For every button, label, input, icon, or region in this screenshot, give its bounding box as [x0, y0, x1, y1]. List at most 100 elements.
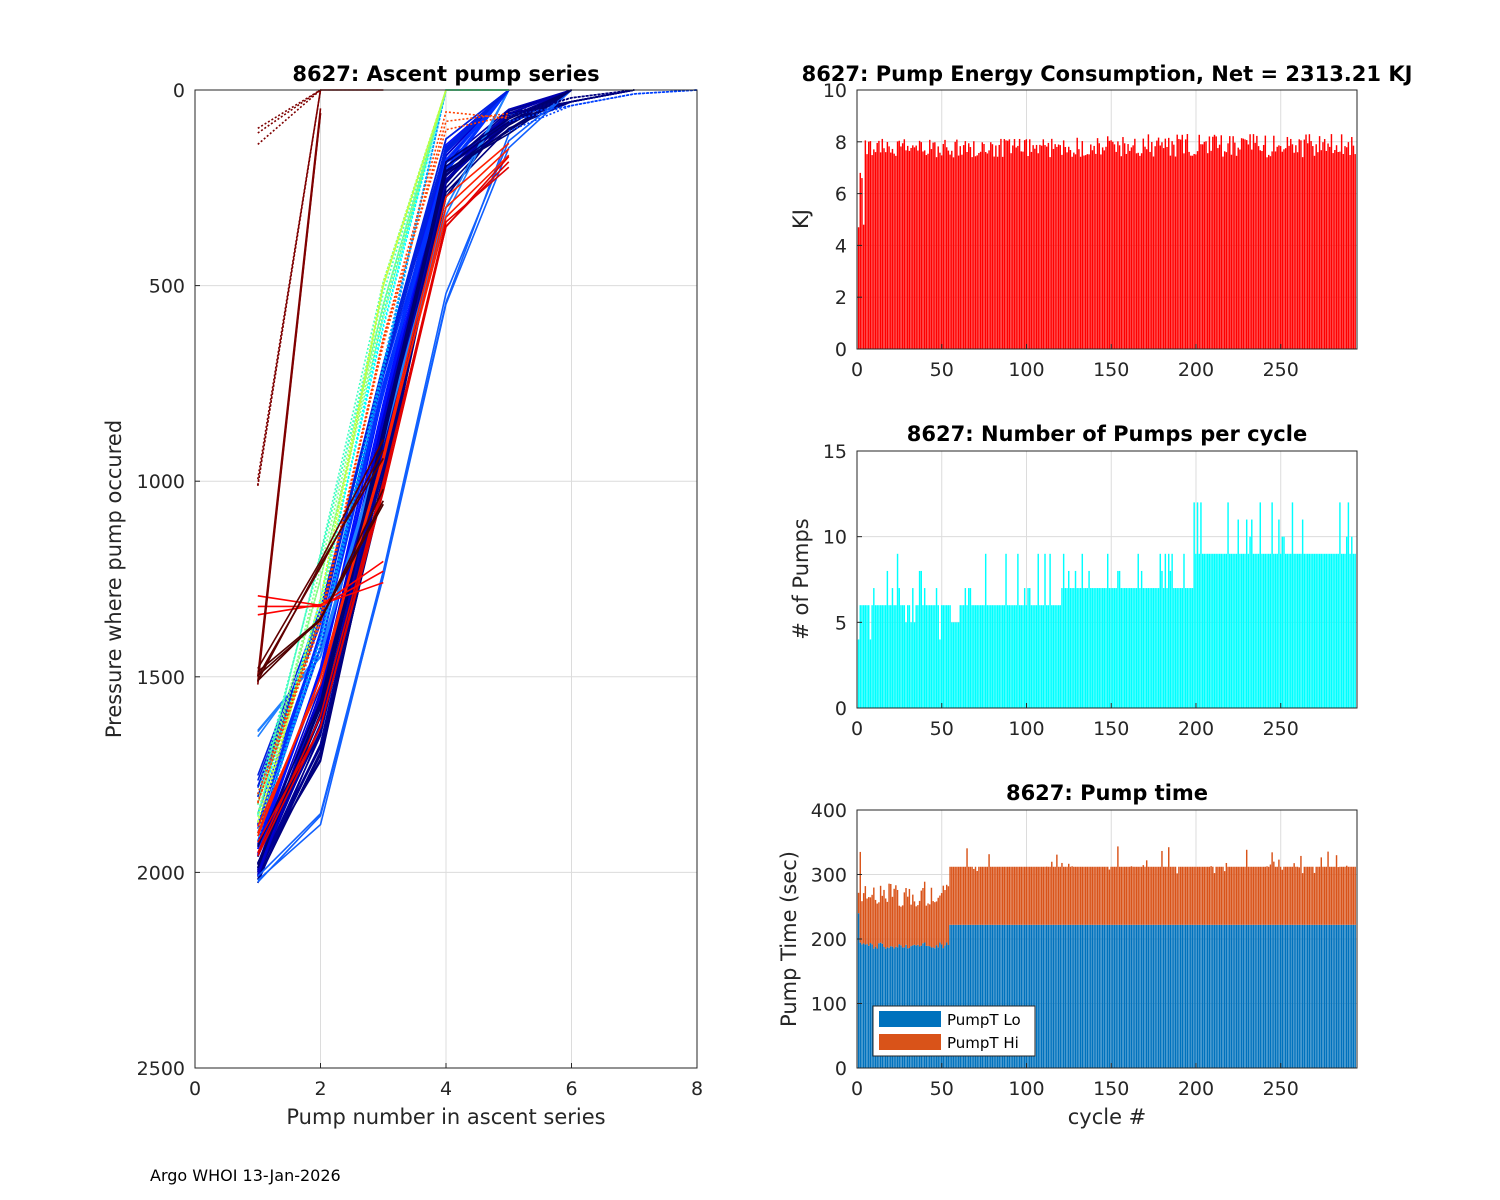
pumps-bar [971, 605, 973, 708]
pumps-bar [927, 605, 929, 708]
pumps-bar [1030, 605, 1033, 708]
energy-bar [1327, 143, 1329, 349]
pumpt-lo-bar [1217, 924, 1219, 1068]
pumpt-lo-bar [1342, 924, 1345, 1068]
pumps-bar [981, 605, 984, 708]
pumps-bar [1103, 588, 1106, 708]
pumpt-hi-bar [1274, 866, 1277, 925]
pumpt-hi-bar [990, 866, 992, 925]
pumpt-lo-bar [1276, 924, 1278, 1068]
pumpt-hi-bar [1264, 866, 1267, 925]
pumpt-lo-bar [996, 924, 999, 1068]
energy-bar [1117, 141, 1119, 349]
pumpt-lo-bar [1045, 924, 1048, 1068]
energy-bar [1262, 144, 1265, 349]
x-tick-label: 250 [1263, 1078, 1299, 1100]
energy-bar [1010, 153, 1012, 349]
pumpt-hi-bar [1286, 866, 1289, 925]
pumpt-lo-bar [1295, 924, 1297, 1068]
pumpt-lo-bar [983, 924, 985, 1068]
energy-bar [903, 139, 906, 349]
energy-bar [1018, 138, 1021, 349]
pumps-bar [908, 605, 911, 708]
energy-bar [1235, 155, 1238, 349]
pumpt-lo-bar [949, 924, 951, 1068]
pumpt-hi-bar [1061, 862, 1063, 925]
energy-bar [979, 151, 982, 349]
pumpt-lo-bar [1273, 924, 1275, 1068]
pumps-bar [1098, 588, 1100, 708]
pumpt-hi-bar [1320, 857, 1322, 925]
pumps-bar [1220, 553, 1222, 708]
pumpt-lo-bar [1210, 924, 1212, 1068]
energy-bar [1108, 140, 1111, 349]
pumpt-lo-bar [923, 942, 926, 1068]
pumpt-hi-bar [1139, 866, 1141, 925]
energy-bar [1188, 151, 1190, 349]
pumps-bar [961, 605, 963, 708]
pumpt-hi-bar [1335, 855, 1338, 925]
pumpt-hi-bar [1108, 869, 1111, 925]
energy-bar [1139, 155, 1141, 349]
y-tick-label: 0 [835, 698, 847, 720]
pumpt-lo-bar [1062, 924, 1065, 1068]
legend-swatch-pumpt-hi [879, 1034, 941, 1050]
energy-bar [883, 148, 885, 349]
pumps-bar [1296, 553, 1299, 708]
pumpt-hi-bar [1327, 851, 1329, 925]
energy-bar [1071, 156, 1073, 349]
energy-title: 8627: Pump Energy Consumption, Net = 231… [802, 62, 1413, 86]
pumpt-hi-bar [1088, 866, 1090, 925]
pumpt-lo-bar [1035, 924, 1038, 1068]
energy-bar [1181, 134, 1184, 349]
pumps-bar [1332, 553, 1334, 708]
pumpt-hi-bar [878, 902, 880, 944]
pumpt-lo-bar [1112, 924, 1114, 1068]
pumpt-lo-bar [1029, 924, 1031, 1068]
energy-bar [940, 155, 943, 349]
pumpt-lo-bar [1339, 924, 1341, 1068]
energy-bar [912, 145, 914, 349]
energy-bar [1223, 151, 1226, 349]
pumps-bar [1154, 588, 1156, 708]
energy-bar [1164, 138, 1167, 349]
pumpt-hi-bar [1169, 866, 1172, 925]
pumpt-lo-bar [1084, 924, 1087, 1068]
pumpt-lo-bar [1329, 924, 1331, 1068]
pumpt-hi-bar [903, 892, 906, 948]
energy-bar [1130, 147, 1133, 349]
pumpt-lo-bar [862, 943, 865, 1068]
energy-bar [1042, 139, 1045, 349]
pumps-bar [1349, 553, 1351, 708]
pumps-bar [888, 605, 890, 708]
pumpt-hi-bar [1022, 866, 1024, 925]
pumpt-lo-bar [1030, 924, 1033, 1068]
pumpt-hi-bar [1183, 866, 1185, 925]
pumpt-hi-bar [912, 894, 914, 946]
pumps-bar [1256, 553, 1258, 708]
pumpt-hi-bar [1266, 866, 1268, 925]
pumpt-hi-bar [993, 866, 995, 925]
pumpt-hi-bar [1227, 866, 1229, 925]
pumps-bar [1300, 553, 1302, 708]
pumps-bar [1047, 605, 1050, 708]
pumps-bar [968, 588, 970, 708]
pumps-bar [1217, 553, 1219, 708]
energy-bar [884, 152, 887, 349]
energy-bar [1240, 138, 1243, 349]
pumps-bar [925, 605, 928, 708]
pumps-bar [1239, 553, 1241, 708]
energy-bar [1200, 144, 1202, 349]
pumpt-lo-bar [981, 924, 984, 1068]
ascent-series-line [257, 89, 447, 822]
pumpt-lo-bar [1251, 924, 1253, 1068]
energy-bar [1122, 137, 1124, 349]
pumps-bar [1044, 553, 1046, 708]
pumpt-lo-bar [1305, 924, 1307, 1068]
energy-bar [1288, 145, 1290, 349]
legend-label-pumpt-hi: PumpT Hi [947, 1034, 1019, 1052]
energy-bar [1222, 156, 1224, 349]
pumps-bar [984, 553, 987, 708]
pumpt-lo-bar [956, 924, 958, 1068]
